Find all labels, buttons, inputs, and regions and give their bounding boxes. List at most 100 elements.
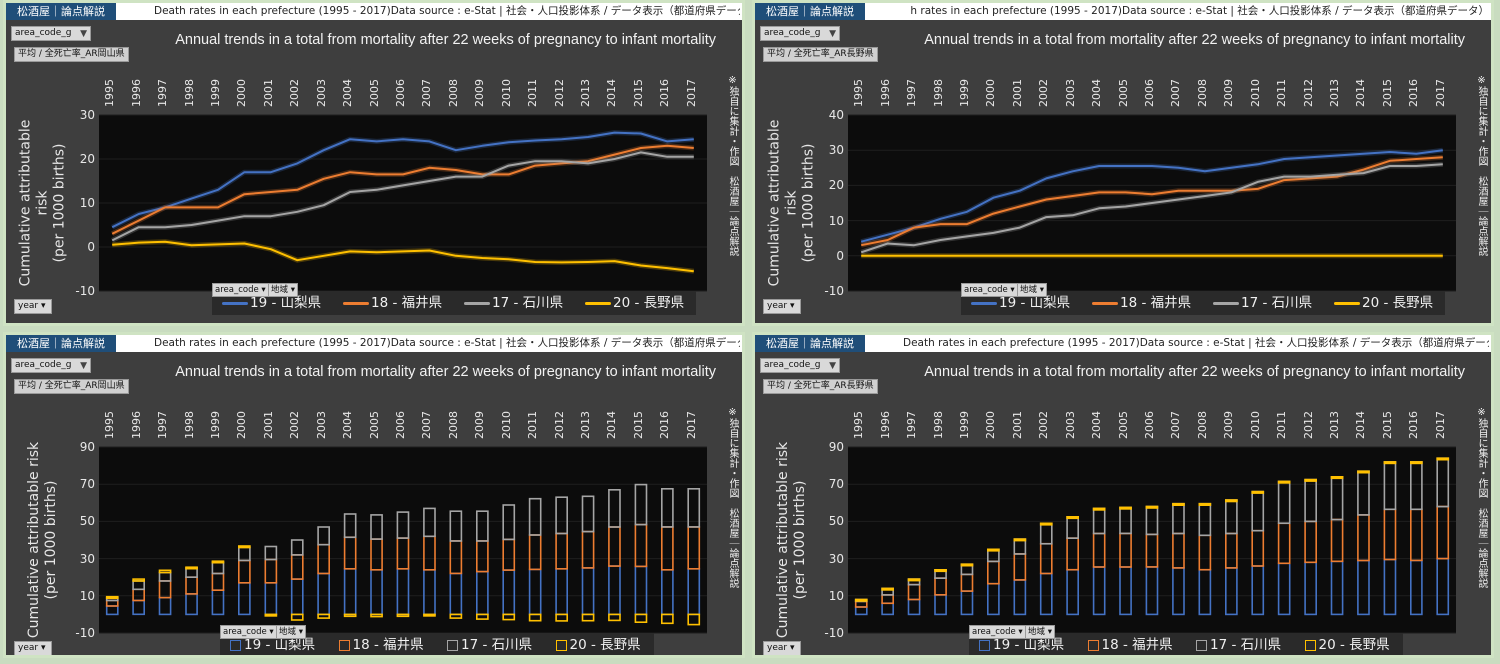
- legend-label: 18 - 福井県: [352, 637, 424, 653]
- side-note: ※独自に集計・作図 松酒屋｜論点解説: [1476, 407, 1487, 588]
- bar-segment-ishikawa: [423, 507, 436, 538]
- bar-segment-ishikawa: [581, 495, 595, 533]
- bar-segment-nagano: [370, 613, 383, 618]
- bar-segment-ishikawa: [475, 510, 489, 542]
- y-tick-label: 50: [828, 514, 844, 529]
- y-tick-label: 30: [828, 551, 844, 566]
- bar-segment-nagano: [290, 613, 304, 621]
- series-line-glow: [111, 130, 695, 230]
- bar-segment-nagano: [1224, 499, 1238, 503]
- legend-label: 19 - 山梨県: [244, 637, 316, 653]
- y-tick-label: 10: [79, 196, 95, 210]
- bar-segment-nagano: [1039, 522, 1053, 526]
- bar-segment-fukui: [660, 526, 674, 571]
- bar-segment-nagano: [1251, 490, 1265, 494]
- bar-segment-nagano: [634, 613, 648, 623]
- y-tick-label: 30: [79, 108, 95, 122]
- funnel-icon: ▼: [829, 361, 836, 371]
- bar-segment-yamanashi: [1092, 566, 1106, 616]
- bar-segment-ishikawa: [1330, 476, 1344, 521]
- brand-label: 松酒屋｜論点解説: [755, 335, 865, 352]
- source-header: Death rates in each prefecture (1995 - 2…: [154, 337, 740, 349]
- funnel-icon: ▼: [80, 361, 87, 371]
- bar-segment-nagano: [158, 569, 172, 574]
- area-code-field-button[interactable]: area_code ▾: [220, 625, 277, 639]
- filter-label: area_code_g: [15, 360, 72, 370]
- year-field-button[interactable]: year ▾: [763, 641, 801, 655]
- bar-segment-fukui: [1066, 537, 1080, 571]
- bar-segment-ishikawa: [1251, 490, 1265, 532]
- bar-segment-yamanashi: [423, 569, 436, 616]
- bar-segment-yamanashi: [907, 598, 921, 616]
- bar-segment-yamanashi: [960, 590, 974, 616]
- bar-segment-fukui: [987, 560, 1000, 585]
- bar-segment-ishikawa: [1119, 506, 1132, 535]
- y-tick-label: 30: [79, 551, 95, 566]
- series-line-ishikawa: [860, 163, 1443, 254]
- bar-segment-fukui: [687, 526, 701, 570]
- region-field-button[interactable]: 地域 ▾: [1025, 625, 1055, 639]
- y-tick-label: -10: [75, 626, 95, 640]
- y-tick-label: 0: [836, 248, 844, 263]
- bar-segment-yamanashi: [1172, 567, 1185, 616]
- bar-segment-nagano: [1119, 506, 1132, 510]
- chart-svg: [99, 446, 707, 634]
- legend-swatch: [971, 301, 997, 305]
- year-field-button[interactable]: year ▾: [763, 299, 801, 314]
- area-code-filter-button[interactable]: area_code_g ▼: [760, 358, 840, 373]
- area-code-field-button[interactable]: area_code ▾: [961, 283, 1018, 297]
- bar-segment-ishikawa: [1383, 461, 1397, 511]
- y-tick-label: 40: [828, 108, 844, 122]
- y-tick-label: -10: [824, 284, 844, 298]
- bar-segment-yamanashi: [475, 570, 489, 616]
- bar-segment-yamanashi: [396, 568, 410, 616]
- bar-segment-fukui: [1145, 533, 1159, 568]
- y-tick-label: 90: [79, 440, 95, 454]
- year-field-button[interactable]: year ▾: [14, 299, 52, 314]
- legend-label: 19 - 山梨県: [250, 295, 322, 311]
- area-code-field-button[interactable]: area_code ▾: [212, 283, 269, 297]
- series-subtitle: 平均 / 全死亡率_AR岡山県: [14, 379, 129, 394]
- bar-segment-fukui: [132, 588, 145, 602]
- bar-segment-nagano: [1304, 478, 1317, 482]
- region-field-button[interactable]: 地域 ▾: [1017, 283, 1047, 297]
- region-field-button[interactable]: 地域 ▾: [268, 283, 298, 297]
- bar-segment-fukui: [264, 558, 278, 584]
- bar-segment-ishikawa: [449, 510, 463, 542]
- legend-item-fukui: 18 - 福井県: [1092, 295, 1191, 311]
- bar-segment-nagano: [317, 613, 331, 619]
- bar-segment-yamanashi: [1383, 558, 1397, 616]
- bar-segment-ishikawa: [634, 483, 648, 526]
- bar-segment-yamanashi: [1145, 566, 1159, 616]
- bar-segment-nagano: [105, 595, 119, 600]
- source-header: Death rates in each prefecture (1995 - 2…: [903, 337, 1489, 349]
- area-code-filter-button[interactable]: area_code_g ▼: [11, 358, 91, 373]
- legend-swatch: [1334, 301, 1360, 305]
- series-line-yamanashi: [860, 149, 1443, 243]
- legend-swatch: [343, 301, 369, 305]
- bar-segment-yamanashi: [185, 593, 198, 616]
- chart-panel-4: 松酒屋｜論点解説 Death rates in each prefecture …: [752, 332, 1494, 658]
- legend-swatch: [1196, 639, 1207, 651]
- series-line-yamanashi: [111, 131, 694, 229]
- bar-segment-ishikawa: [660, 488, 674, 528]
- bar-segment-yamanashi: [211, 589, 225, 616]
- bar-segment-nagano: [581, 613, 595, 622]
- region-field-button[interactable]: 地域 ▾: [276, 625, 306, 639]
- area-code-field-button[interactable]: area_code ▾: [969, 625, 1026, 639]
- series-line-fukui: [111, 144, 694, 235]
- chart-title: Annual trends in a total from mortality …: [175, 364, 716, 380]
- legend-item-yamanashi: 19 - 山梨県: [971, 295, 1070, 311]
- header-bar: 松酒屋｜論点解説 Death rates in each prefecture …: [6, 335, 742, 352]
- bar-segment-fukui: [1409, 508, 1423, 562]
- bar-segment-yamanashi: [370, 569, 383, 616]
- bar-segment-nagano: [1277, 480, 1291, 484]
- bar-segment-yamanashi: [634, 565, 648, 616]
- area-code-filter-button[interactable]: area_code_g ▼: [760, 26, 840, 41]
- side-note: ※独自に集計・作図 松酒屋｜論点解説: [727, 75, 738, 256]
- bar-segment-ishikawa: [290, 539, 304, 556]
- series-subtitle: 平均 / 全死亡率_AR長野県: [763, 47, 878, 62]
- area-code-filter-button[interactable]: area_code_g ▼: [11, 26, 91, 41]
- year-field-button[interactable]: year ▾: [14, 641, 52, 655]
- bar-segment-fukui: [1013, 553, 1027, 581]
